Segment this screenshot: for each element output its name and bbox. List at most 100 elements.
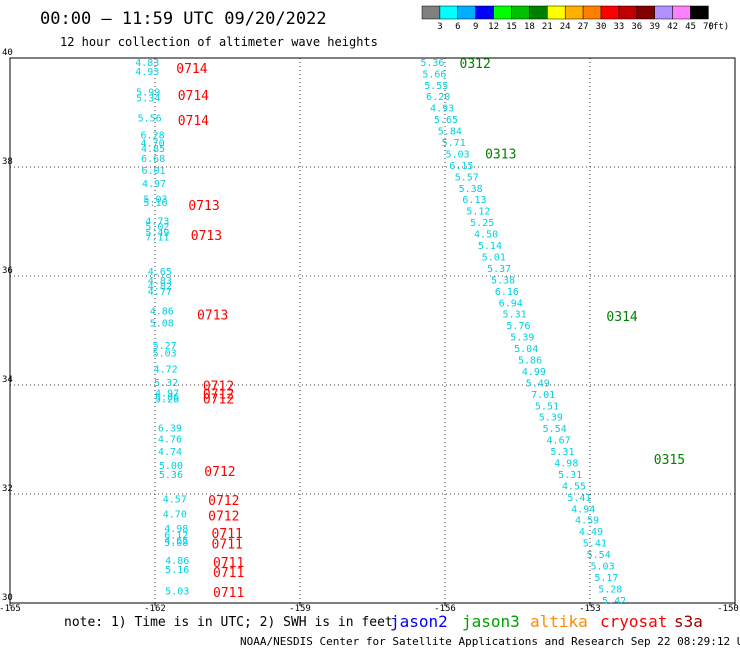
mission-legend-item: jason2 [390, 612, 448, 631]
x-tick-label: -153 [579, 604, 601, 614]
mission-legend-item: jason3 [462, 612, 520, 631]
wave-height-value: 6.12 [164, 530, 188, 541]
y-tick-label: 40 [2, 48, 13, 58]
wave-height-value: 4.70 [141, 139, 165, 150]
wave-height-value: 4.97 [155, 389, 179, 400]
colorbar-label: 39 [649, 22, 660, 32]
x-tick-label: -165 [0, 604, 21, 614]
wave-height-value: 5.36 [420, 58, 444, 69]
wave-height-value: 5.71 [442, 138, 466, 149]
wave-height-value: 4.97 [142, 179, 166, 190]
wave-height-value: 4.82 [148, 281, 172, 292]
mission-legend-item: cryosat [600, 612, 667, 631]
wave-height-value: 5.03 [165, 587, 189, 598]
wave-height-value: 5.16 [143, 198, 167, 209]
pass-label: 0314 [606, 310, 637, 325]
wave-height-value: 5.76 [506, 321, 530, 332]
wave-height-value: 5.16 [165, 565, 189, 576]
wave-height-value: 4.49 [579, 527, 603, 538]
wave-height-value: 5.37 [487, 264, 511, 275]
colorbar-label: 24 [560, 22, 571, 32]
colorbar-label: 12 [488, 22, 499, 32]
colorbar-label: 18 [524, 22, 535, 32]
wave-height-value: 5.25 [470, 218, 494, 229]
wave-height-value: 5.08 [164, 538, 188, 549]
wave-height-value: 5.49 [526, 378, 550, 389]
y-tick-label: 30 [2, 593, 13, 603]
wave-height-value: 4.86 [165, 556, 189, 567]
colorbar-swatch [690, 5, 709, 20]
colorbar-swatch [493, 5, 512, 20]
pass-labels: 0714071407140713071307130712071207120712… [176, 57, 685, 601]
colorbar-swatch [600, 5, 620, 20]
wave-height-value: 4.73 [145, 217, 169, 228]
x-tick-label: -150 [717, 604, 739, 614]
x-tick-label: -156 [434, 604, 456, 614]
wave-height-value: 5.12 [466, 207, 490, 218]
wave-height-value: 4.57 [163, 494, 187, 505]
colorbar-swatch [529, 5, 548, 20]
pass-label: 0711 [212, 538, 243, 553]
pass-label: 0712 [208, 509, 239, 524]
wave-height-value: 5.01 [482, 252, 506, 263]
colorbar-swatch [511, 5, 530, 20]
wave-height-value: 5.38 [491, 275, 515, 286]
colorbar-swatch [457, 5, 476, 20]
colorbar-swatch [547, 5, 566, 20]
wave-height-value: 5.27 [153, 341, 177, 352]
plot-frame [9, 57, 736, 604]
wave-height-value: 5.32 [154, 378, 178, 389]
wave-height-value: 4.83 [135, 58, 159, 69]
wave-height-value: 4.86 [150, 306, 174, 317]
colorbar-swatch [618, 5, 638, 20]
pass-label: 0712 [204, 465, 235, 480]
wave-height-value: 6.39 [158, 424, 182, 435]
wave-height-value: 7.11 [145, 232, 169, 243]
wave-height-value: 4.74 [158, 447, 182, 458]
wave-height-value: 5.03 [446, 149, 470, 160]
wave-height-value: 5.39 [539, 413, 563, 424]
y-tick-label: 36 [2, 266, 13, 276]
wave-height-value: 5.41 [567, 493, 591, 504]
pass-label: 0713 [191, 229, 222, 244]
pass-label: 0313 [485, 147, 516, 162]
pass-label: 0312 [460, 57, 491, 72]
colorbar-label: 36 [631, 22, 642, 32]
colorbar-swatch [582, 5, 602, 20]
footer-credit: NOAA/NESDIS Center for Satellite Applica… [240, 635, 740, 648]
wave-height-value: 6.94 [499, 298, 523, 309]
x-tick-label: -162 [144, 604, 166, 614]
wave-height-value: 4.67 [547, 436, 571, 447]
wave-height-value: 6.68 [141, 154, 165, 165]
colorbar-label: 33 [613, 22, 624, 32]
colorbar-label: 9 [473, 22, 478, 32]
wave-height-value: 5.38 [459, 184, 483, 195]
pass-label: 0711 [213, 556, 244, 571]
wave-height-value: 4.93 [430, 104, 454, 115]
wave-height-value: 4.77 [148, 287, 172, 298]
wave-height-value: 4.94 [571, 504, 595, 515]
wave-height-value: 5.14 [478, 241, 502, 252]
colorbar-label: 3 [437, 22, 442, 32]
wave-height-value: 5.02 [145, 222, 169, 233]
y-tick-label: 38 [2, 157, 13, 167]
wave-height-value: 5.34 [136, 93, 160, 104]
colorbar-label: 27 [578, 22, 589, 32]
wave-height-value: 5.57 [455, 172, 479, 183]
colorbar-label: 30 [596, 22, 607, 32]
pass-label: 0315 [654, 453, 685, 468]
wave-height-value: 5.66 [422, 69, 446, 80]
wave-height-value: 5.99 [136, 87, 160, 98]
y-tick-label: 32 [2, 484, 13, 494]
footer-note: note: 1) Time is in UTC; 2) SWH is in fe… [64, 615, 393, 630]
mission-legend: jason2 jason3 altika cryosat s3a [390, 612, 703, 631]
wave-height-value: 5.03 [153, 348, 177, 359]
wave-height-value: 5.28 [598, 584, 622, 595]
wave-height-value: 5.31 [558, 470, 582, 481]
colorbar-label: 70 [703, 22, 714, 32]
wave-height-value: 5.86 [518, 355, 542, 366]
wave-height-value: 5.00 [159, 461, 183, 472]
colorbar-unit: (ft) [708, 22, 730, 32]
colorbar-legend: 3 6 9 12 15 18 21 24 27 30 33 36 39 42 45 70(ft) [421, 5, 730, 32]
